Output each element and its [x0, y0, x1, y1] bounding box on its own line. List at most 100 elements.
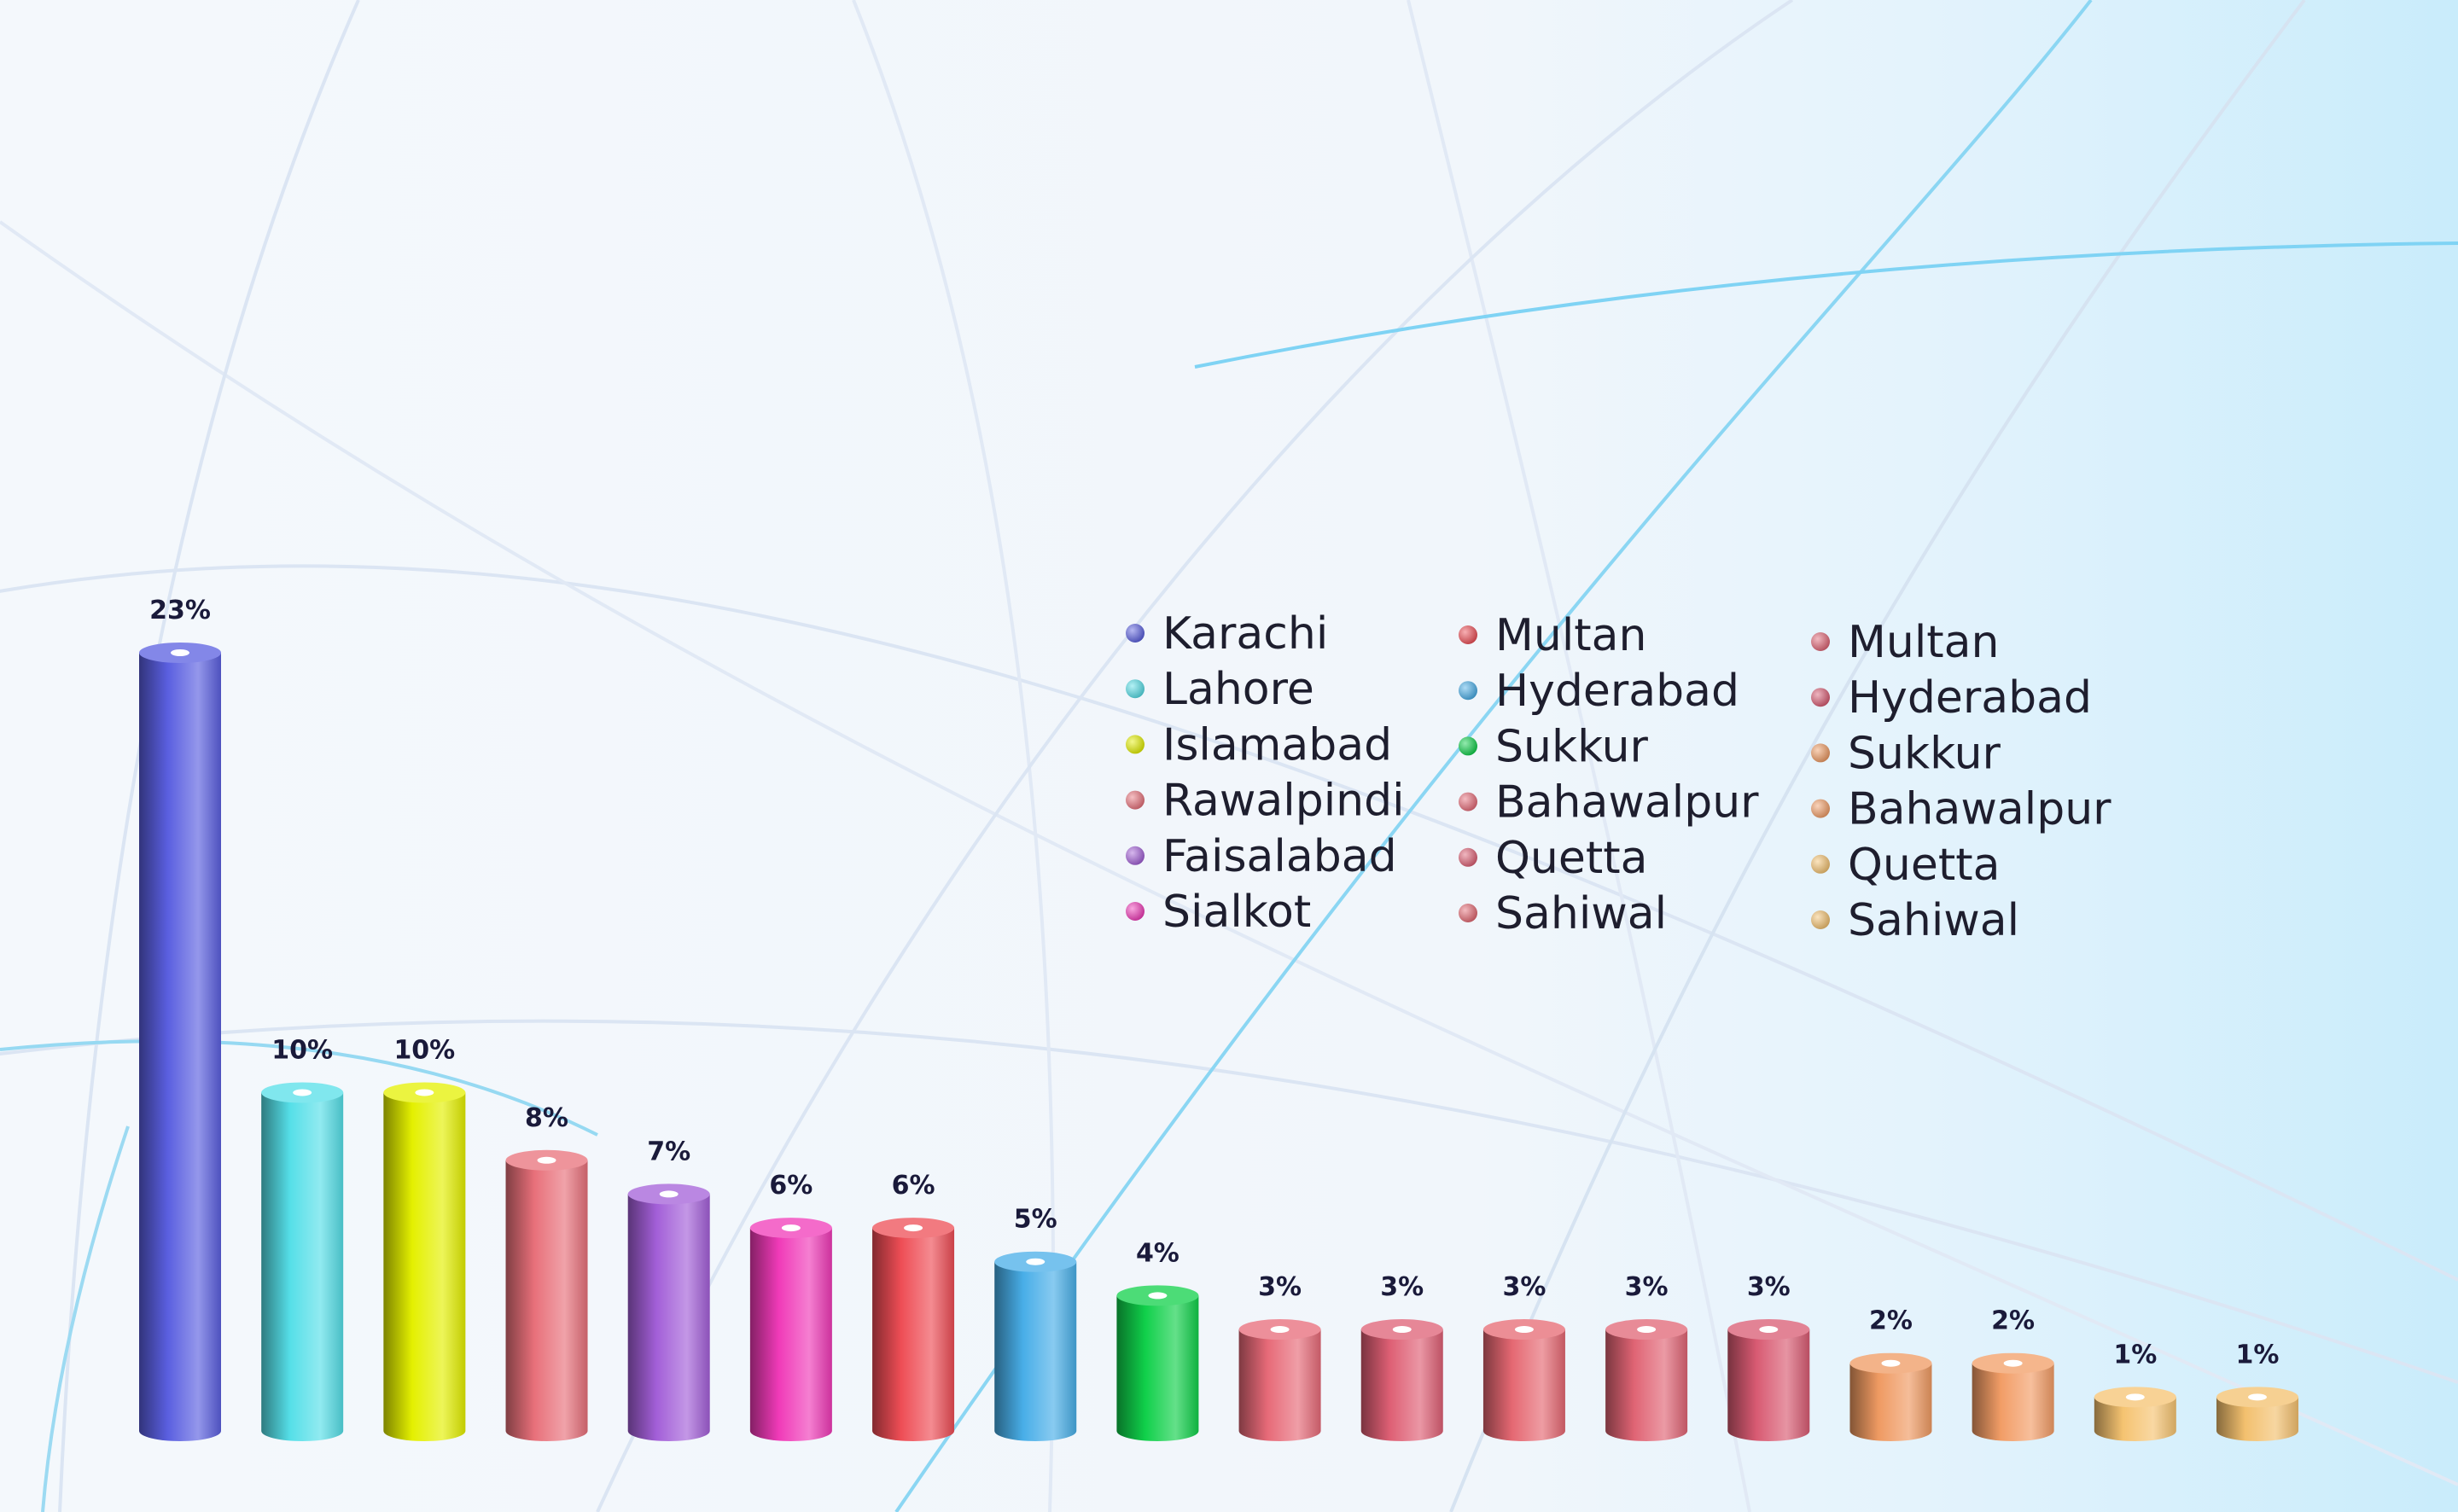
- legend-label: Lahore: [1162, 664, 1314, 715]
- bar-sahiwal-12-highlight: [1514, 1326, 1534, 1334]
- legend-marker: [1459, 847, 1477, 867]
- legend-label: Multan: [1495, 610, 1646, 661]
- legend-item-bahawalpur-10: Bahawalpur: [1459, 777, 1759, 829]
- legend-item-quetta-17: Quetta: [1811, 840, 2001, 891]
- bar-quetta-11: [1360, 1329, 1443, 1441]
- bar-sahiwal-18-highlight: [2248, 1393, 2267, 1401]
- bar-sahiwal-12: [1482, 1329, 1565, 1441]
- legend-label: Sukkur: [1495, 721, 1649, 772]
- legend-item-sialkot-6: Sialkot: [1126, 887, 1311, 938]
- legend-item-lahore-2: Lahore: [1126, 664, 1314, 715]
- data-label-13: 3%: [1625, 1272, 1669, 1302]
- legend-marker: [1126, 679, 1145, 699]
- bar-sukkur-15: [1849, 1363, 1932, 1441]
- legend-item-quetta-11: Quetta: [1459, 833, 1648, 884]
- bar-lahore-2: [261, 1092, 344, 1441]
- bar-hyderabad-14-highlight: [1759, 1326, 1779, 1334]
- data-label-2: 10%: [271, 1035, 333, 1065]
- bar-sukkur-9: [1116, 1295, 1199, 1441]
- legend-label: Sahiwal: [1495, 888, 1667, 939]
- legend-item-sahiwal-12: Sahiwal: [1459, 888, 1667, 939]
- legend-label: Bahawalpur: [1495, 777, 1759, 829]
- bar-faisalabad-5-highlight: [659, 1190, 679, 1198]
- legend-label: Islamabad: [1162, 719, 1392, 771]
- data-label-6: 6%: [769, 1171, 813, 1201]
- legend-item-islamabad-3: Islamabad: [1126, 719, 1392, 771]
- data-label-16: 2%: [1991, 1306, 2035, 1336]
- legend-label: Sukkur: [1848, 728, 2001, 779]
- legend-marker: [1811, 632, 1830, 651]
- data-label-8: 5%: [1014, 1205, 1057, 1235]
- legend-marker: [1459, 792, 1477, 811]
- bar-multan-13-highlight: [1637, 1326, 1657, 1334]
- bar-bahawalpur-16: [1972, 1363, 2054, 1441]
- bar-karachi-1: [139, 653, 221, 1441]
- legend-label: Quetta: [1848, 840, 2001, 891]
- bars-group: [139, 643, 2298, 1441]
- legend-item-multan-13: Multan: [1811, 617, 1999, 668]
- legend-item-sukkur-15: Sukkur: [1811, 728, 2001, 779]
- legend: KarachiLahoreIslamabadRawalpindiFaisalab…: [1126, 608, 2111, 946]
- bar-sukkur-9-highlight: [1148, 1292, 1168, 1300]
- data-label-5: 7%: [647, 1137, 690, 1166]
- legend-label: Faisalabad: [1162, 831, 1397, 882]
- data-label-18: 1%: [2236, 1340, 2280, 1370]
- bar-quetta-17: [2094, 1397, 2176, 1441]
- data-label-17: 1%: [2113, 1340, 2157, 1370]
- legend-item-hyderabad-14: Hyderabad: [1811, 672, 2092, 724]
- bar-bahawalpur-10: [1238, 1329, 1321, 1441]
- bar-hyderabad-8-highlight: [1026, 1258, 1046, 1265]
- bar-rawalpindi-4-highlight: [537, 1156, 556, 1164]
- legend-item-sahiwal-18: Sahiwal: [1811, 895, 2019, 946]
- bar-rawalpindi-4: [505, 1160, 588, 1441]
- legend-label: Hyderabad: [1495, 666, 1739, 717]
- legend-marker: [1811, 688, 1830, 707]
- bar-islamabad-3: [383, 1092, 466, 1441]
- legend-item-rawalpindi-4: Rawalpindi: [1126, 776, 1405, 827]
- legend-marker: [1126, 902, 1145, 921]
- bar-multan-7: [872, 1228, 955, 1441]
- legend-marker: [1811, 854, 1830, 874]
- data-label-11: 3%: [1380, 1272, 1424, 1302]
- legend-item-sukkur-9: Sukkur: [1459, 721, 1649, 772]
- data-label-1: 23%: [149, 596, 211, 625]
- legend-marker: [1811, 743, 1830, 763]
- bar-multan-13: [1605, 1329, 1688, 1441]
- legend-label: Rawalpindi: [1162, 776, 1405, 827]
- legend-item-multan-7: Multan: [1459, 610, 1646, 661]
- legend-label: Bahawalpur: [1848, 784, 2111, 835]
- data-label-7: 6%: [892, 1171, 935, 1201]
- legend-label: Hyderabad: [1848, 672, 2092, 724]
- bar-hyderabad-8: [994, 1261, 1077, 1441]
- bar-karachi-1-highlight: [171, 649, 189, 656]
- bar-faisalabad-5: [627, 1194, 710, 1441]
- legend-marker: [1126, 624, 1145, 643]
- bar-sialkot-6: [749, 1228, 832, 1441]
- bar-sukkur-15-highlight: [1881, 1359, 1901, 1367]
- value-labels-group: 23% 10% 10% 8% 7% 6% 6% 5% 4% 3% 3% 3% 3% 3% 2% 2% 1% 1%: [149, 596, 2279, 1370]
- legend-label: Multan: [1848, 617, 1999, 668]
- data-label-12: 3%: [1502, 1272, 1546, 1302]
- bar-islamabad-3-highlight: [415, 1089, 434, 1096]
- legend-label: Sahiwal: [1848, 895, 2019, 946]
- bar-sahiwal-18: [2216, 1397, 2298, 1441]
- bar-bahawalpur-10-highlight: [1270, 1326, 1290, 1334]
- legend-marker: [1459, 625, 1477, 644]
- bar-hyderabad-14: [1727, 1329, 1810, 1441]
- data-label-3: 10%: [393, 1035, 455, 1065]
- legend-item-hyderabad-8: Hyderabad: [1459, 666, 1739, 717]
- data-label-4: 8%: [525, 1103, 568, 1133]
- data-label-9: 4%: [1136, 1238, 1179, 1268]
- legend-marker: [1811, 910, 1830, 929]
- legend-label: Quetta: [1495, 833, 1648, 884]
- legend-item-bahawalpur-16: Bahawalpur: [1811, 784, 2111, 835]
- legend-item-faisalabad-5: Faisalabad: [1126, 831, 1397, 882]
- bar-bahawalpur-16-highlight: [2003, 1359, 2023, 1367]
- legend-marker: [1811, 799, 1830, 818]
- legend-label: Sialkot: [1162, 887, 1311, 938]
- legend-marker: [1459, 681, 1477, 701]
- bar-multan-7-highlight: [904, 1224, 923, 1232]
